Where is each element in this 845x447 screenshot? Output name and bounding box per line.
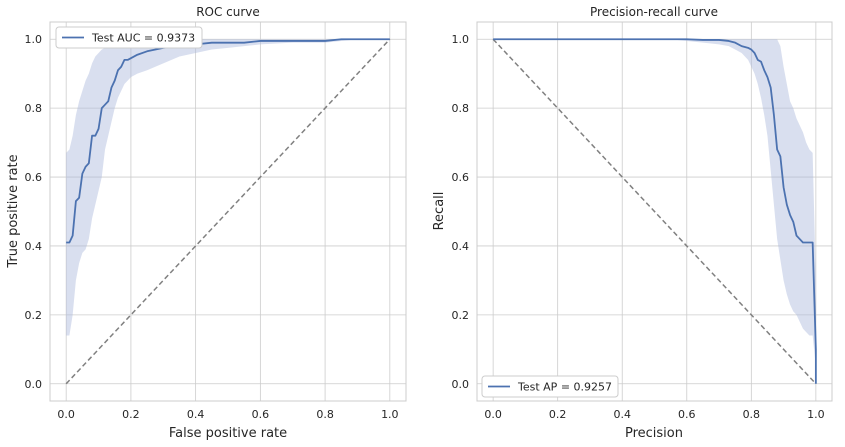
roc-reference-diagonal	[65, 38, 391, 385]
roc-legend: Test AUC = 0.9373	[55, 26, 203, 49]
roc-y-tick-label: 0.6	[25, 171, 43, 184]
roc-confidence-band	[66, 39, 390, 336]
pr-y-axis-label: Recall	[432, 192, 447, 231]
roc-x-tick-label: 0.0	[57, 408, 75, 421]
pr-x-tick-labels: 0.0 0.2 0.4 0.6 0.8 1.0	[484, 408, 824, 421]
roc-x-tick-label: 0.2	[122, 408, 140, 421]
roc-y-tick-label: 0.8	[25, 102, 43, 115]
roc-gridlines	[50, 22, 406, 401]
pr-reference-diagonal-group	[492, 38, 817, 385]
pr-curve-group	[493, 38, 817, 384]
pr-x-tick-label: 0.8	[743, 408, 761, 421]
pr-legend-box	[481, 375, 619, 398]
roc-y-axis-label: True positive rate	[6, 154, 21, 268]
roc-y-tick-label: 0.0	[25, 378, 43, 391]
roc-legend-box	[55, 26, 203, 49]
pr-x-tick-label: 0.6	[678, 408, 696, 421]
pr-reference-diagonal	[492, 38, 817, 385]
roc-x-tick-label: 1.0	[381, 408, 399, 421]
pr-legend-label: Test AP = 0.9257	[517, 381, 612, 394]
pr-y-tick-label: 0.2	[452, 309, 470, 322]
roc-chart-title: ROC curve	[196, 5, 260, 19]
roc-x-axis-label: False positive rate	[169, 426, 287, 441]
roc-confidence-band-group	[66, 39, 390, 336]
roc-reference-diagonal-group	[65, 38, 391, 385]
pr-x-tick-label: 1.0	[807, 408, 825, 421]
roc-legend-label: Test AUC = 0.9373	[91, 32, 195, 45]
pr-x-tick-label: 0.0	[484, 408, 502, 421]
roc-curve-group	[66, 38, 390, 244]
pr-y-tick-label: 0.8	[452, 102, 470, 115]
roc-chart: 0.0 0.2 0.4 0.6 0.8 1.0 0.0 0.2 0.4 0.6 0.8 1.0 RO…	[6, 5, 407, 441]
pr-curve-line	[493, 38, 817, 384]
pr-x-axis-label: Precision	[625, 426, 683, 441]
roc-x-tick-label: 0.8	[316, 408, 334, 421]
pr-x-tick-label: 0.4	[613, 408, 631, 421]
roc-y-tick-label: 0.2	[25, 309, 43, 322]
roc-y-tick-labels: 0.0 0.2 0.4 0.6 0.8 1.0	[25, 33, 43, 391]
roc-y-tick-label: 1.0	[25, 33, 43, 46]
pr-confidence-band	[493, 39, 816, 384]
pr-y-tick-labels: 0.0 0.2 0.4 0.6 0.8 1.0	[452, 33, 470, 391]
roc-y-tick-label: 0.4	[25, 240, 43, 253]
pr-y-tick-label: 1.0	[452, 33, 470, 46]
pr-confidence-band-group	[493, 39, 816, 384]
pr-y-tick-label: 0.4	[452, 240, 470, 253]
roc-x-tick-label: 0.6	[252, 408, 270, 421]
precision-recall-chart: 0.0 0.2 0.4 0.6 0.8 1.0 0.0 0.2 0.4 0.6 0.8 1.0 Pr…	[432, 5, 833, 441]
pr-y-tick-label: 0.0	[452, 378, 470, 391]
pr-legend: Test AP = 0.9257	[481, 375, 619, 398]
roc-curve-line	[66, 38, 390, 244]
pr-y-tick-label: 0.6	[452, 171, 470, 184]
roc-x-tick-labels: 0.0 0.2 0.4 0.6 0.8 1.0	[57, 408, 398, 421]
pr-chart-title: Precision-recall curve	[590, 5, 718, 19]
roc-x-tick-label: 0.4	[187, 408, 205, 421]
pr-x-tick-label: 0.2	[549, 408, 567, 421]
